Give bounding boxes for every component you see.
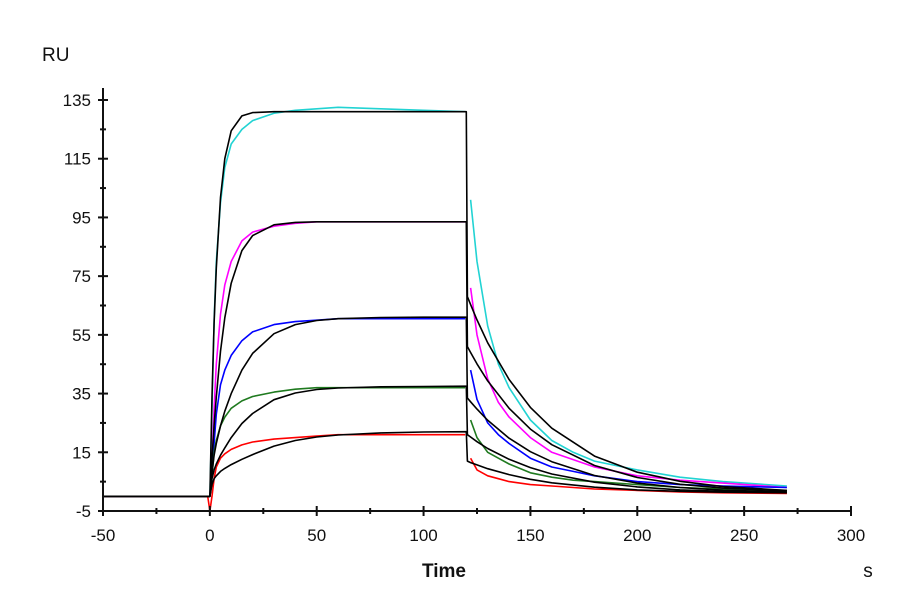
fit-3-fit-curve: [103, 316, 787, 498]
y-tick-label: -5: [76, 502, 91, 521]
x-tick-label: 200: [623, 526, 651, 545]
x-axis-title: Time: [422, 561, 466, 582]
series-fit-5: [103, 430, 787, 498]
y-tick-label: 115: [64, 150, 91, 169]
fit-4-fit-curve: [103, 385, 787, 498]
magenta-association-curve: [103, 221, 466, 498]
series-fit-3: [103, 316, 787, 498]
y-tick-label: 95: [72, 208, 91, 227]
blue-dissociation-curve: [469, 369, 787, 489]
magenta-dissociation-curve: [469, 287, 787, 489]
y-tick-label: 135: [63, 91, 91, 110]
cyan-dissociation-curve: [469, 199, 787, 487]
series-fit-1: [103, 110, 787, 498]
blue-association-curve: [103, 317, 466, 498]
series-fit-4: [103, 385, 787, 498]
ticks: -5 15 35 55 75 95 115 135 -50 0 50 100 150 200 250 300: [63, 91, 866, 545]
x-tick-label: 100: [409, 526, 437, 545]
fit-5-fit-curve: [103, 430, 787, 498]
y-tick-label: 35: [72, 385, 91, 404]
fit-1-fit-curve: [103, 110, 787, 498]
y-axis-title: RU: [42, 45, 69, 66]
red-association-curve: [103, 433, 466, 512]
x-tick-label: 150: [516, 526, 544, 545]
x-tick-label: -50: [91, 526, 116, 545]
green-association-curve: [103, 386, 466, 498]
series-red: [103, 433, 787, 512]
series-magenta: [103, 221, 787, 498]
series-layer: [103, 106, 787, 512]
series-blue: [103, 317, 787, 498]
y-tick-label: 75: [72, 267, 91, 286]
x-tick-label: 50: [307, 526, 326, 545]
x-tick-label: 250: [730, 526, 758, 545]
series-cyan: [103, 106, 787, 498]
y-tick-label: 15: [72, 443, 91, 462]
series-fit-2: [103, 221, 787, 498]
x-tick-label: 0: [205, 526, 214, 545]
y-tick-label: 55: [72, 326, 91, 345]
fit-2-fit-curve: [103, 221, 787, 498]
x-axis-unit: s: [863, 561, 873, 582]
x-tick-label: 300: [837, 526, 865, 545]
